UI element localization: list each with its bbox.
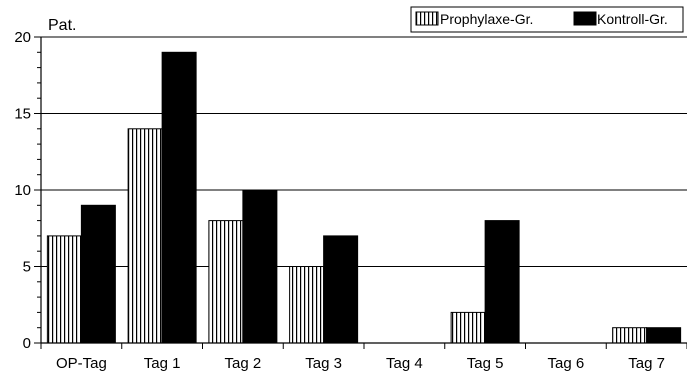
y-tick-label: 15 bbox=[14, 106, 31, 123]
x-tick-label: Tag 6 bbox=[548, 355, 585, 372]
bar-prophylaxe-3 bbox=[289, 266, 325, 344]
legend-label-prophylaxe: Prophylaxe-Gr. bbox=[440, 11, 533, 27]
legend: Prophylaxe-Gr. Kontroll-Gr. bbox=[410, 6, 684, 33]
x-tick-label: Tag 3 bbox=[305, 355, 342, 372]
bar-kontroll-1 bbox=[161, 51, 197, 344]
bar-prophylaxe-0 bbox=[46, 235, 82, 344]
bar-prophylaxe-7 bbox=[612, 327, 648, 344]
bars bbox=[46, 51, 682, 344]
x-tick-label: OP-Tag bbox=[56, 355, 107, 372]
x-tick-label: Tag 5 bbox=[467, 355, 504, 372]
legend-label-kontroll: Kontroll-Gr. bbox=[597, 11, 668, 27]
legend-frame bbox=[410, 6, 684, 33]
legend-swatch-kontroll bbox=[573, 11, 597, 26]
y-axis-label: Pat. bbox=[48, 17, 76, 34]
x-tick-label: Tag 4 bbox=[386, 355, 423, 372]
x-ticks: OP-Tag Tag 1 Tag 2 Tag 3 Tag 4 Tag 5 Tag 6 Tag … bbox=[40, 343, 687, 372]
y-tick-label: 0 bbox=[23, 335, 31, 352]
bar-kontroll-3 bbox=[323, 235, 359, 344]
x-tick-label: Tag 1 bbox=[144, 355, 181, 372]
y-tick-label: 20 bbox=[14, 29, 31, 46]
bar-prophylaxe-2 bbox=[208, 220, 244, 344]
legend-swatch-prophylaxe bbox=[415, 11, 439, 26]
bar-prophylaxe-1 bbox=[127, 128, 163, 344]
y-tick-label: 5 bbox=[23, 259, 31, 276]
y-ticks: 0 5 10 15 20 bbox=[14, 29, 41, 352]
y-tick-label: 10 bbox=[14, 182, 31, 199]
bar-prophylaxe-5 bbox=[450, 311, 486, 344]
bar-kontroll-2 bbox=[242, 189, 278, 344]
bar-kontroll-5 bbox=[484, 220, 520, 344]
x-tick-label: Tag 2 bbox=[225, 355, 262, 372]
bar-kontroll-7 bbox=[646, 327, 682, 344]
bar-kontroll-0 bbox=[80, 204, 116, 344]
x-tick-label: Tag 7 bbox=[628, 355, 665, 372]
